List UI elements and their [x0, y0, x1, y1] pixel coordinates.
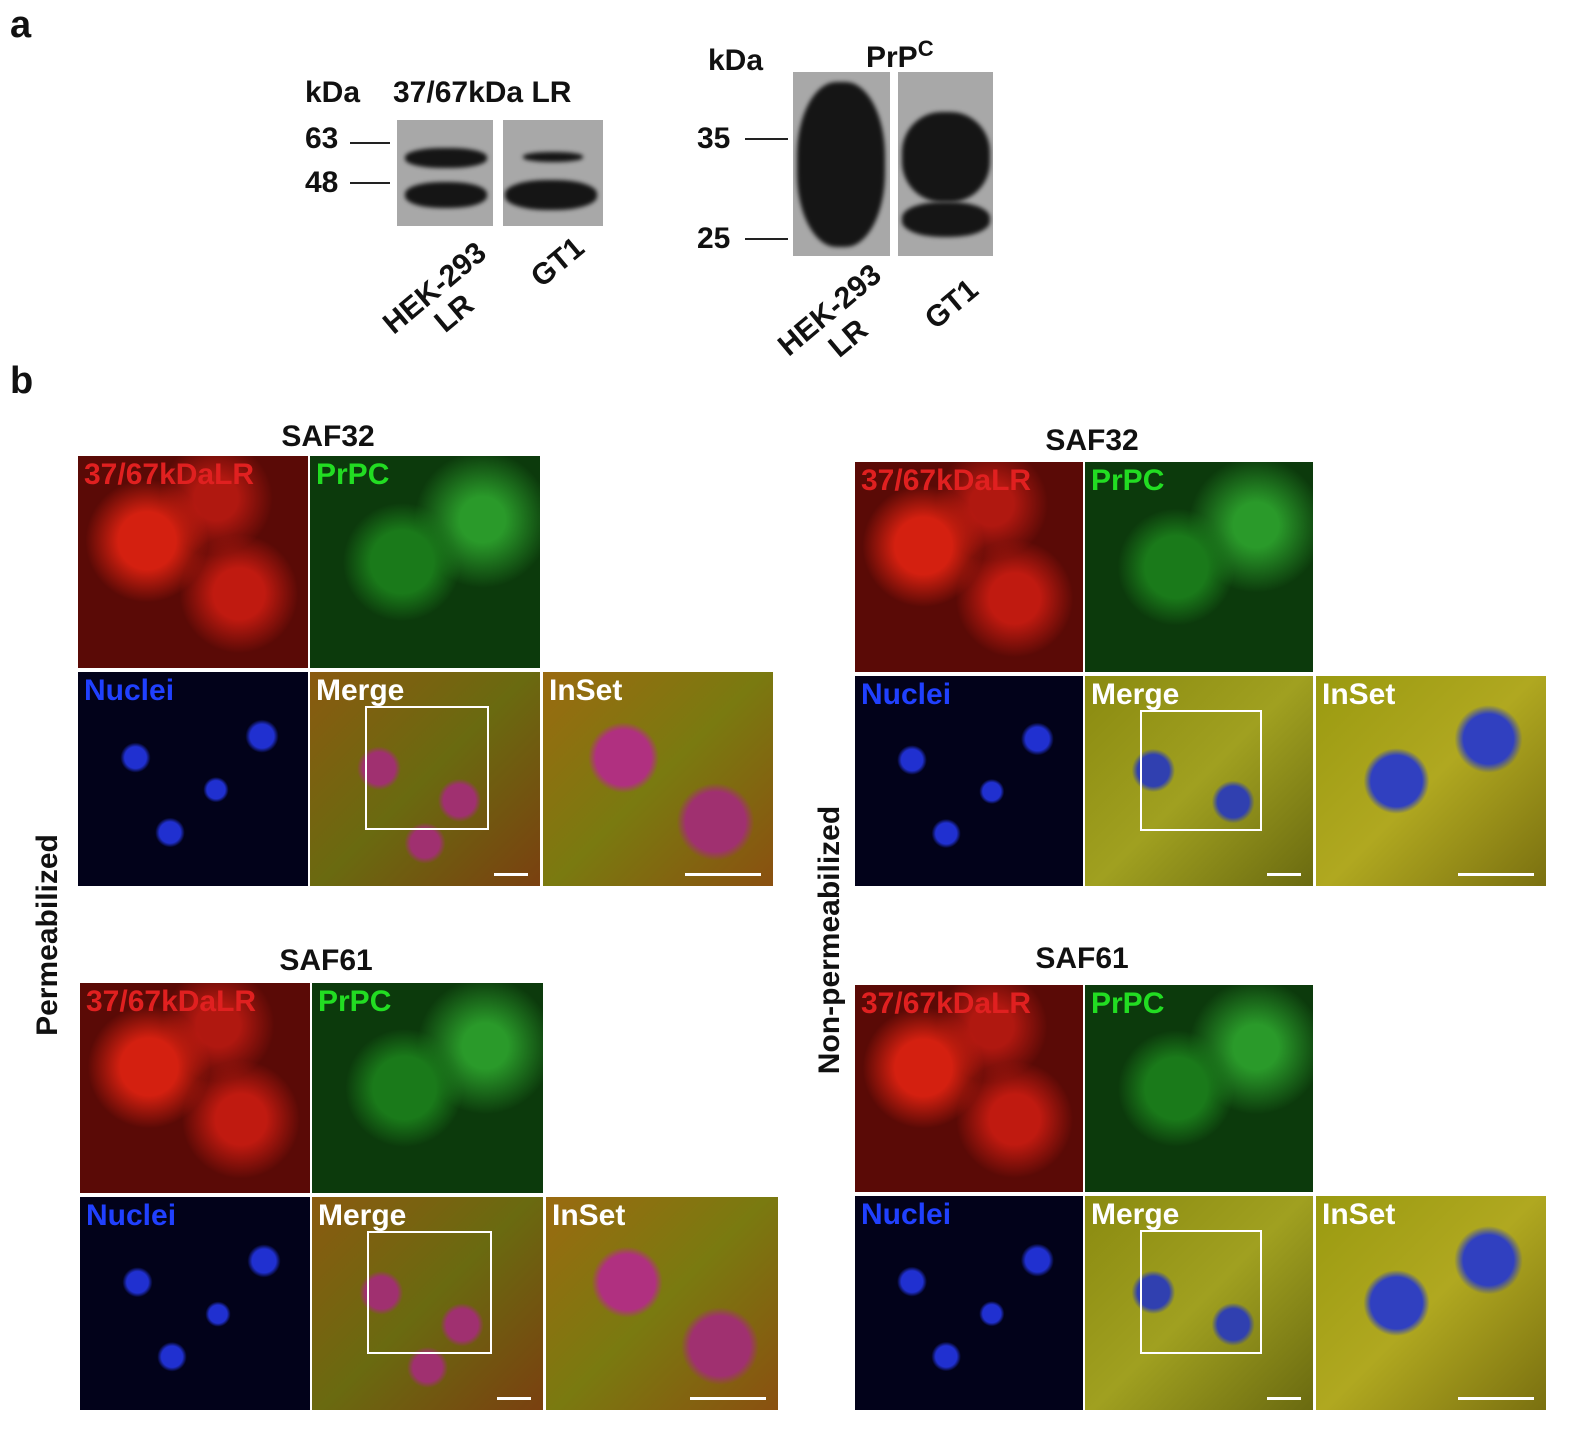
band: [405, 148, 487, 168]
channel-label: Merge: [316, 674, 405, 707]
micrograph: Merge: [1085, 676, 1313, 886]
blot-lane: [898, 72, 993, 256]
band: [505, 180, 597, 210]
micrograph: Merge: [1085, 1196, 1313, 1410]
micrograph: 37/67kDaLR: [78, 456, 308, 668]
scale-bar: [690, 1397, 766, 1400]
channel-label: Merge: [1091, 678, 1180, 711]
blot-lane: [503, 120, 603, 226]
antibody-title: SAF32: [281, 420, 375, 453]
micrograph: Merge: [310, 672, 540, 886]
channel-label: PrPC: [1091, 987, 1165, 1020]
channel-label: PrPC: [316, 458, 390, 491]
condition-label: Permeabilized: [31, 834, 64, 1036]
lane-label: GT1: [524, 230, 591, 294]
micrograph: Nuclei: [855, 1196, 1083, 1410]
lane-label: HEK-293: [376, 235, 493, 341]
title-text: 37/67kDa LR: [393, 76, 572, 109]
band: [797, 82, 885, 247]
band: [902, 202, 990, 237]
micrograph: InSet: [546, 1197, 778, 1410]
blot-title: 37/67kDa LR: [393, 76, 571, 110]
channel-label: InSet: [1322, 1198, 1396, 1231]
micrograph: PrPC: [1085, 462, 1313, 672]
micrograph: 37/67kDaLR: [855, 462, 1083, 672]
band: [405, 182, 487, 208]
scale-bar: [1267, 873, 1301, 876]
channel-label: Merge: [1091, 1198, 1180, 1231]
micrograph: PrPC: [310, 456, 540, 668]
inset-box: [1139, 1230, 1263, 1355]
blot-lane: [397, 120, 493, 226]
channel-label: Merge: [318, 1199, 407, 1232]
micrograph: InSet: [1316, 676, 1546, 886]
unit-label: kDa: [708, 44, 764, 77]
channel-label: InSet: [552, 1199, 626, 1232]
antibody-title: SAF61: [279, 944, 373, 977]
antibody-title: SAF32: [1045, 424, 1139, 457]
unit-label: kDa: [305, 76, 361, 109]
lane-label: GT1: [918, 272, 985, 336]
micrograph: 37/67kDaLR: [80, 983, 310, 1193]
channel-label: Nuclei: [861, 1198, 952, 1231]
micrograph: PrPC: [312, 983, 543, 1193]
micrograph: Nuclei: [855, 676, 1083, 886]
title-text: PrP: [866, 41, 918, 74]
channel-label: 37/67kDaLR: [861, 464, 1032, 497]
inset-box: [365, 706, 489, 831]
marker-tick: [350, 182, 390, 184]
channel-label: 37/67kDaLR: [86, 985, 257, 1018]
channel-label: InSet: [549, 674, 623, 707]
micrograph: Merge: [312, 1197, 543, 1410]
inset-box: [1139, 709, 1263, 832]
antibody-title: SAF61: [1035, 942, 1129, 975]
scale-bar: [1267, 1397, 1301, 1400]
scale-bar: [497, 1397, 531, 1400]
channel-label: PrPC: [1091, 464, 1165, 497]
micrograph: 37/67kDaLR: [855, 985, 1083, 1192]
panel-label: b: [10, 360, 34, 402]
scale-bar: [494, 873, 528, 876]
channel-label: Nuclei: [86, 1199, 177, 1232]
blot-title: PrPC: [866, 36, 934, 75]
band: [902, 112, 990, 202]
marker-label: 35: [697, 122, 731, 155]
channel-label: 37/67kDaLR: [861, 987, 1032, 1020]
marker-label: 48: [305, 166, 339, 199]
band: [523, 152, 583, 162]
marker-label: 25: [697, 222, 731, 255]
micrograph: InSet: [1316, 1196, 1546, 1410]
marker-label: 63: [305, 122, 339, 155]
marker-tick: [745, 138, 788, 140]
marker-tick: [745, 238, 788, 240]
condition-label: Non-permeabilized: [813, 805, 846, 1075]
channel-label: Nuclei: [84, 674, 175, 707]
channel-label: InSet: [1322, 678, 1396, 711]
micrograph: Nuclei: [78, 672, 308, 886]
micrograph: Nuclei: [80, 1197, 310, 1410]
channel-label: Nuclei: [861, 678, 952, 711]
scale-bar: [1458, 873, 1534, 876]
scale-bar: [685, 873, 761, 876]
micrograph: PrPC: [1085, 985, 1313, 1192]
inset-box: [367, 1231, 492, 1355]
channel-label: 37/67kDaLR: [84, 458, 255, 491]
panel-label: a: [10, 4, 32, 46]
marker-tick: [350, 142, 390, 144]
channel-label: PrPC: [318, 985, 392, 1018]
micrograph: InSet: [543, 672, 773, 886]
scale-bar: [1458, 1397, 1534, 1400]
blot-lane: [793, 72, 890, 256]
title-sup: C: [917, 36, 934, 61]
